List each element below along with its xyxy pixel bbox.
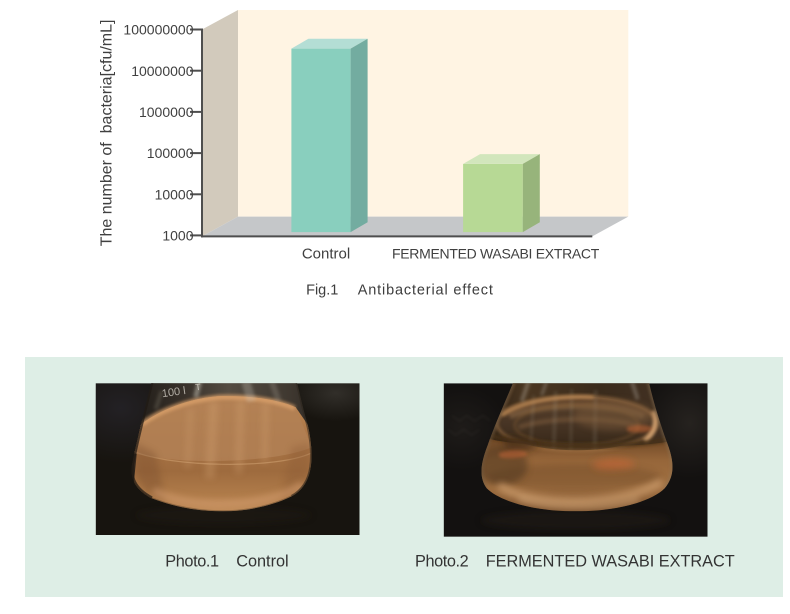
svg-text:1000: 1000 [162, 228, 193, 244]
svg-text:FERMENTED WASABI EXTRACT: FERMENTED WASABI EXTRACT [392, 245, 600, 261]
svg-text:The number of bacteria[cfu/mL: The number of bacteria[cfu/mL] [99, 20, 116, 247]
svg-text:100000: 100000 [147, 145, 194, 161]
svg-text:Antibacterial effect: Antibacterial effect [358, 283, 494, 299]
svg-text:T: T [195, 382, 202, 393]
svg-text:Control: Control [302, 245, 350, 262]
svg-text:10000: 10000 [155, 186, 194, 202]
svg-text:FERMENTED WASABI EXTRACT: FERMENTED WASABI EXTRACT [486, 553, 735, 571]
svg-text:Fig.1: Fig.1 [306, 283, 338, 299]
svg-text:10000000: 10000000 [131, 63, 194, 79]
svg-text:Control: Control [236, 553, 289, 571]
svg-text:Photo.1: Photo.1 [165, 553, 219, 571]
svg-text:100 l: 100 l [161, 385, 186, 400]
svg-text:Photo.2: Photo.2 [415, 553, 469, 571]
svg-text:100000000: 100000000 [123, 22, 193, 38]
svg-text:1000000: 1000000 [139, 104, 194, 120]
